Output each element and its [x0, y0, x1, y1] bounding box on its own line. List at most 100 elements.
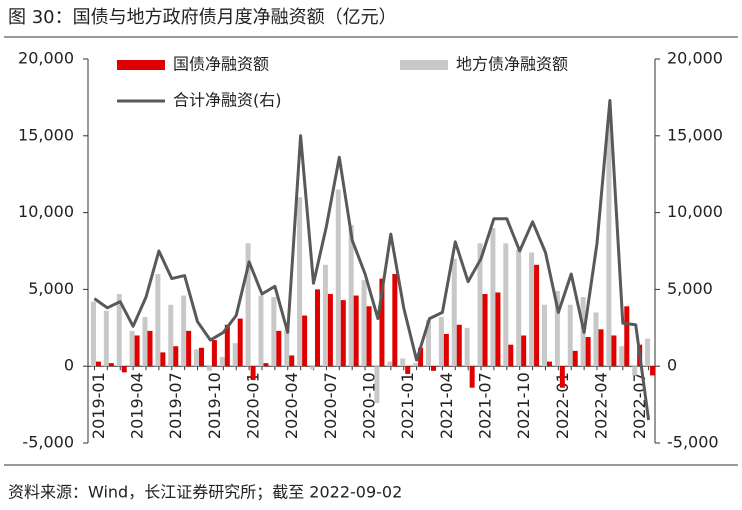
x-tick-label: 2020-04 [282, 372, 301, 439]
bar [598, 329, 604, 367]
y2-tick-label: 10,000 [667, 202, 723, 221]
bar [490, 227, 496, 367]
x-tick-label: 2019-04 [128, 372, 147, 439]
bar [121, 366, 127, 373]
bar [425, 320, 431, 367]
bar [611, 335, 617, 367]
bar [186, 330, 192, 367]
x-tick-label: 2019-10 [205, 372, 224, 439]
bar [451, 258, 457, 367]
bar [361, 280, 367, 367]
bar [263, 363, 269, 367]
bar [546, 361, 552, 367]
bar [129, 330, 135, 367]
bar [322, 264, 328, 367]
bar [276, 330, 282, 367]
bar [315, 289, 321, 367]
legend-label: 国债净融资额 [173, 55, 269, 74]
legend-label: 合计净融资(右) [173, 91, 282, 110]
y2-tick-label: 5,000 [667, 279, 713, 298]
bar [194, 349, 200, 367]
bar [418, 347, 424, 367]
legend-swatch [117, 60, 165, 70]
y-tick-label: -5,000 [22, 433, 74, 452]
bar [366, 306, 372, 367]
bar [400, 358, 406, 367]
x-tick-label: 2022-01 [553, 372, 572, 439]
x-tick-label: 2021-07 [476, 372, 495, 439]
bar [245, 243, 251, 367]
bar [95, 361, 101, 367]
bar [199, 347, 205, 367]
bar [348, 224, 354, 367]
y-tick-label: 5,000 [28, 279, 74, 298]
bar [430, 366, 436, 371]
bar [289, 355, 295, 367]
y2-tick-label: 0 [667, 356, 677, 375]
legend-swatch [400, 60, 448, 70]
bar [108, 363, 114, 367]
source: 资料来源：Wind，长江证券研究所；截至 2022-09-02 [8, 483, 402, 502]
bar [585, 337, 591, 367]
bar [173, 346, 179, 367]
bar [374, 366, 380, 404]
y-tick-label: 15,000 [18, 125, 74, 144]
bar [258, 295, 264, 367]
bar [650, 366, 656, 376]
bar [250, 366, 256, 381]
bar [302, 315, 308, 367]
bar [134, 335, 140, 367]
bar [456, 324, 462, 367]
x-tick-label: 2021-04 [437, 372, 456, 439]
bar [206, 366, 212, 371]
bar [443, 333, 449, 367]
bar [284, 329, 290, 367]
bar [168, 304, 174, 367]
bar [438, 317, 444, 367]
bar [392, 274, 398, 367]
bar [477, 243, 483, 367]
y-tick-label: 10,000 [18, 202, 74, 221]
bar [567, 304, 573, 367]
line [93, 99, 651, 421]
bar [297, 197, 303, 367]
bar [387, 361, 393, 367]
x-tick-label: 2019-01 [89, 372, 108, 439]
bar [503, 243, 509, 367]
chart-title: 图 30：国债与地方政府债月度净融资额（亿元） [8, 7, 397, 28]
bar [405, 366, 411, 374]
legend-label: 地方债净融资额 [456, 55, 568, 74]
y2-tick-label: -5,000 [667, 433, 719, 452]
x-tick-label: 2020-01 [244, 372, 263, 439]
bar [103, 310, 109, 367]
bar [593, 312, 599, 367]
bar [147, 330, 153, 367]
bar [534, 264, 540, 367]
x-tick-label: 2020-07 [321, 372, 340, 439]
bar [353, 295, 359, 367]
bar [232, 343, 238, 367]
bar [521, 335, 527, 367]
bar [211, 340, 217, 367]
x-tick-label: 2019-07 [166, 372, 185, 439]
bar [155, 274, 161, 367]
bar [645, 338, 651, 367]
bar [219, 356, 225, 367]
x-tick-label: 2020-10 [360, 372, 379, 439]
bar [554, 290, 560, 367]
bar [90, 301, 96, 367]
bar [464, 327, 470, 367]
bar [572, 350, 578, 367]
y2-tick-label: 20,000 [667, 49, 723, 68]
bar [632, 366, 638, 376]
bar [619, 346, 625, 367]
bar [271, 297, 277, 367]
bar [529, 252, 535, 367]
bar [413, 363, 419, 367]
bar [237, 318, 243, 367]
y-tick-label: 0 [64, 356, 74, 375]
bar [469, 366, 475, 388]
bar [541, 304, 547, 367]
x-tick-label: 2022-04 [592, 372, 611, 439]
bar [482, 294, 488, 367]
